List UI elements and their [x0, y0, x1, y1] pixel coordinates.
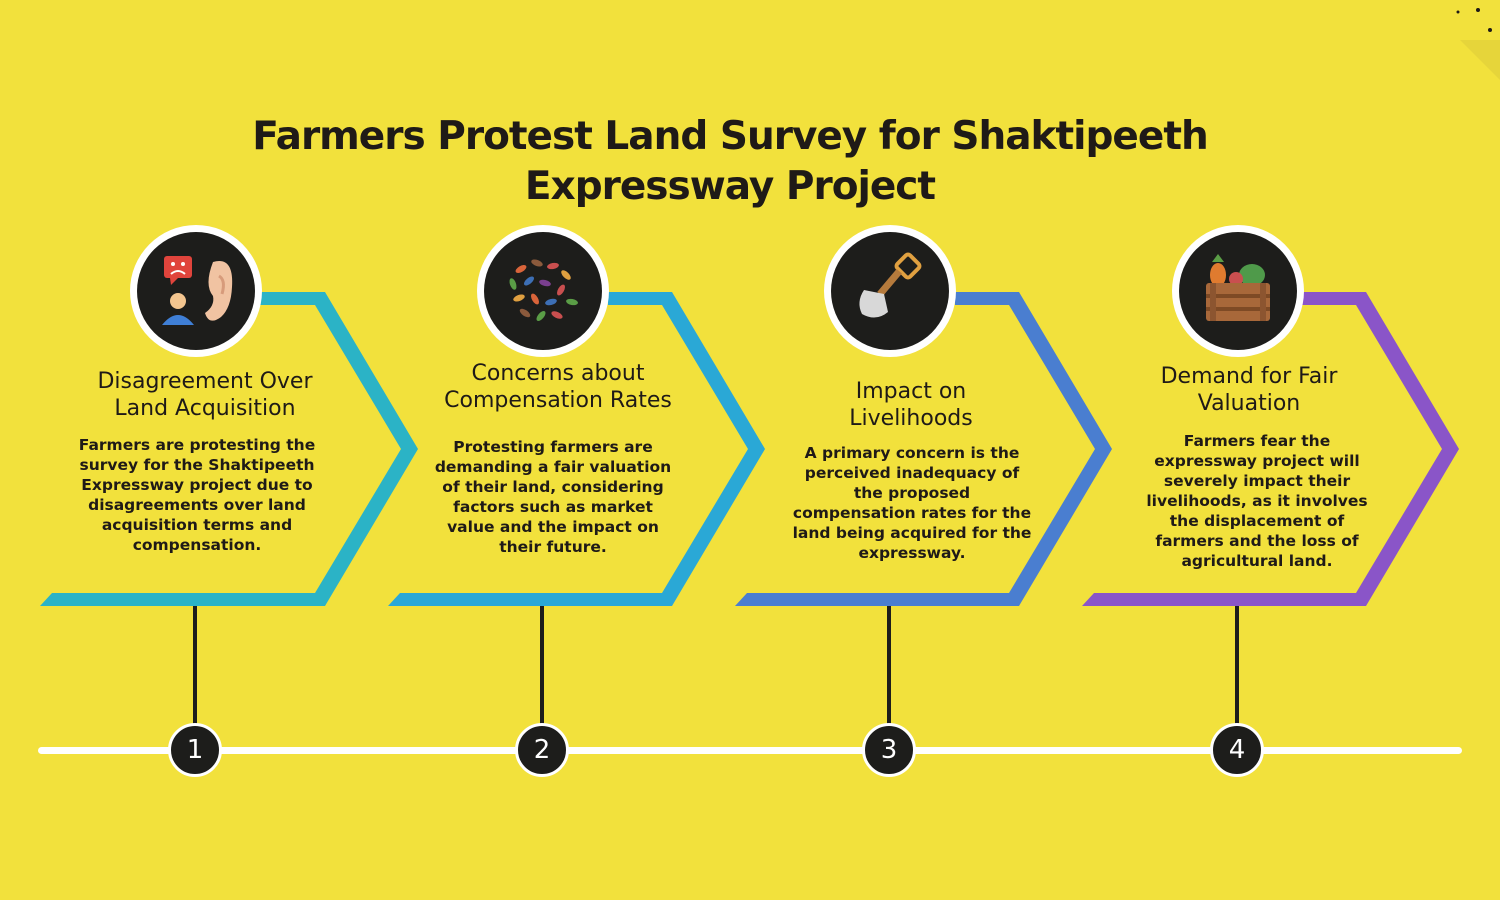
step-2-heading: Concerns about Compensation Rates	[444, 361, 672, 413]
connector-2	[540, 606, 544, 724]
step-3-heading: Impact on Livelihoods	[849, 379, 973, 431]
step-4-body: Farmers fear the expressway project will…	[1146, 432, 1368, 570]
corner-decoration	[1460, 40, 1500, 80]
icon-circle-4	[1172, 225, 1304, 357]
step-1-heading: Disagreement Over Land Acquisition	[97, 369, 313, 421]
step-number-4: 4	[1210, 723, 1264, 777]
timeline-line	[38, 747, 1462, 754]
decor-dot	[1456, 10, 1460, 14]
step-2-body: Protesting farmers are demanding a fair …	[434, 438, 672, 556]
decor-dot	[1488, 28, 1492, 32]
connector-1	[193, 606, 197, 724]
ear-listening-sad-speech-icon	[162, 256, 233, 325]
connector-4	[1235, 606, 1239, 724]
vegetable-crate-icon	[1206, 254, 1270, 321]
step-number-3: 3	[862, 723, 916, 777]
icon-circle-1	[130, 225, 262, 357]
step-4-heading: Demand for Fair Valuation	[1160, 364, 1338, 416]
step-number-2: 2	[515, 723, 569, 777]
step-1-body: Farmers are protesting the survey for th…	[78, 436, 316, 554]
connector-3	[887, 606, 891, 724]
step-number-1: 1	[168, 723, 222, 777]
icon-circle-3	[824, 225, 956, 357]
shovel-icon	[859, 252, 922, 318]
seeds-beans-icon	[509, 259, 578, 321]
decor-dot	[1476, 8, 1480, 12]
icon-circle-2	[477, 225, 609, 357]
page-title: Farmers Protest Land Survey for Shaktipe…	[252, 114, 1208, 209]
step-3-body: A primary concern is the perceived inade…	[792, 444, 1032, 562]
